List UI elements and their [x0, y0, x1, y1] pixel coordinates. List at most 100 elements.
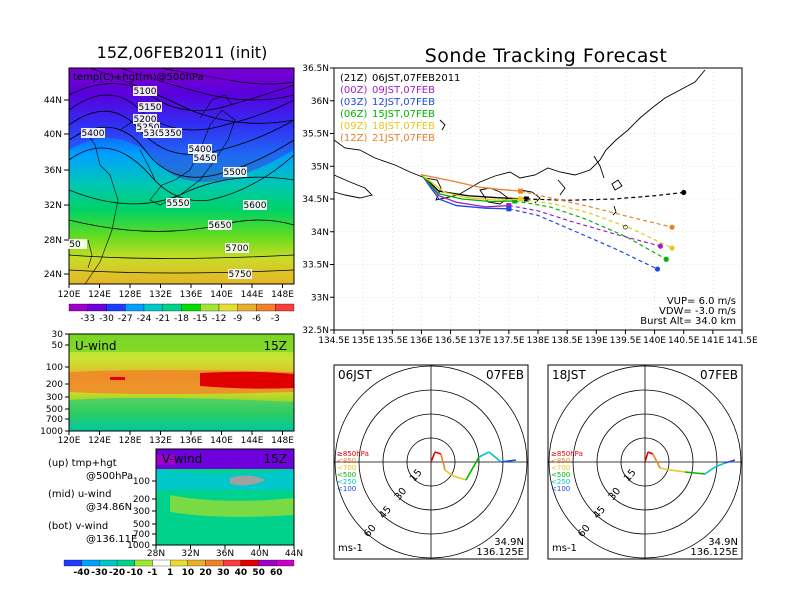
launch-time: 06JST,07FEB2011 — [372, 73, 460, 84]
hodo-trace-segment — [704, 466, 716, 475]
colorbar-swatch — [187, 559, 206, 567]
colorbar-label: -18 — [174, 314, 189, 324]
landing-point-1 — [657, 243, 664, 249]
contour-label: 5150 — [139, 103, 162, 113]
hodo-trace-segment — [465, 456, 480, 481]
hodo-unit: ms-1 — [338, 543, 363, 554]
contour-label-bg — [166, 198, 190, 208]
x-tick-label: 40N — [250, 549, 268, 559]
contour-label: 5400 — [189, 145, 212, 155]
lat-tick-label: 35N — [311, 162, 329, 172]
hodo-ring-label: 30 — [607, 486, 624, 503]
hodo-legend-item: <100 — [551, 485, 570, 493]
x-tick-label: 148E — [271, 436, 294, 446]
colorbar-label: -3 — [271, 314, 280, 324]
lat-tick-label: 33.5N — [302, 261, 329, 271]
colorbar-swatch — [205, 559, 224, 567]
forecast-parameter: VDW= -3.0 m/s — [659, 306, 736, 317]
hodo-legend-item: <250 — [337, 478, 356, 486]
launch-code: (06Z) — [340, 109, 367, 120]
colorbar-swatch — [125, 303, 145, 312]
u-wind-time: 15Z — [264, 339, 288, 353]
colorbar-label: -12 — [212, 314, 227, 324]
hodo-trace-segment — [684, 471, 706, 475]
burst-point-4 — [518, 196, 524, 202]
colorbar-swatch — [218, 303, 238, 312]
hodo-ring-label: 60 — [362, 523, 379, 540]
contour-label-bg — [136, 122, 160, 132]
colorbar-swatch — [81, 559, 100, 567]
y-tick-label: 700 — [133, 530, 150, 540]
colorbar-swatch — [170, 559, 188, 567]
temperature-map — [69, 68, 294, 284]
lon-tick-label: 136.5E — [435, 336, 467, 346]
forecast-parameter: VUP= 6.0 m/s — [667, 296, 736, 307]
hodo-trace-segment — [652, 453, 661, 469]
colorbar-swatch — [99, 559, 118, 567]
colorbar-swatch — [237, 303, 257, 312]
launch-time: 09JST,07FEB — [372, 85, 435, 96]
panel-legend: (up) tmp+hgt @500hPa (mid) u-wind @34.86N (b… — [48, 458, 137, 545]
left-map-variable-label: temp(C)+hgt(m)@500hPa — [73, 72, 204, 83]
track-dashed-4 — [520, 198, 673, 249]
lon-tick-label: 135E — [352, 336, 375, 346]
lon-tick-label: 140.5E — [668, 336, 700, 346]
colorbar-label: -15 — [193, 314, 208, 324]
wind-colorbar: -40 -30 -20 -10 -1 1 10 20 30 40 50 60 — [63, 559, 295, 578]
colorbar-swatch — [134, 559, 153, 567]
hodo-lat: 34.9N — [494, 537, 524, 548]
contour-label-bg — [138, 102, 162, 112]
colorbar-swatch — [68, 303, 88, 312]
hodo-frame — [547, 364, 743, 560]
lon-tick-label: 124E — [88, 290, 111, 300]
y-tick-label: 300 — [46, 393, 63, 403]
y-tick-label: 1000 — [127, 541, 150, 551]
launch-time: 18JST,07FEB — [372, 121, 435, 132]
launch-time: 12JST,07FEB — [372, 97, 435, 108]
track-dashed-3 — [514, 200, 667, 260]
contour-label: 5100 — [134, 87, 157, 97]
launch-code: (00Z) — [340, 85, 367, 96]
hodo-legend-item: <500 — [551, 471, 570, 479]
colorbar-label: -24 — [137, 314, 152, 324]
left-map-lon-ticks: 120E 124E 128E 132E 136E 140E 144E 148E — [58, 284, 294, 300]
hodo-legend-item: <500 — [337, 471, 356, 479]
reference-marker — [623, 224, 628, 230]
hodo-legend-item: <700 — [551, 464, 570, 472]
contour-label: 5450 — [194, 154, 217, 164]
left-map-title: 15Z,06FEB2011 (init) — [97, 43, 268, 62]
contour-label-bg — [243, 200, 267, 210]
left-map-lat-ticks: 44N 40N 36N 32N 28N 24N — [44, 96, 69, 280]
hodo-trace-segment — [488, 451, 502, 463]
burst-point-1 — [506, 203, 512, 209]
contour-label-bg — [208, 220, 232, 230]
colorbar-label: 10 — [182, 568, 195, 578]
lat-tick-label: 34N — [311, 228, 329, 238]
hodo-trace-segment — [714, 462, 726, 468]
colorbar-swatch — [116, 559, 135, 567]
track-solid-0 — [420, 174, 527, 200]
track-dashed-5 — [520, 190, 673, 228]
contour-label-bg — [158, 128, 182, 138]
lon-tick-label: 136E — [180, 290, 203, 300]
lat-tick-label: 32.5N — [302, 326, 329, 336]
colorbar-swatch — [181, 303, 201, 312]
hodo-trace-segment — [452, 475, 467, 481]
colorbar-label: 20 — [199, 568, 212, 578]
lon-tick-label: 136E — [410, 336, 433, 346]
colorbar-label: -30 — [91, 568, 107, 578]
contour-label-bg — [228, 269, 252, 279]
contour-label: 5750 — [229, 270, 252, 280]
y-tick-label: 200 — [133, 495, 150, 505]
contour-label: 50 — [69, 240, 81, 250]
hodo-ring-label: 15 — [622, 467, 639, 484]
lon-tick-label: 139.5E — [610, 336, 642, 346]
hodo-legend-item: ≥850hPa — [551, 450, 583, 458]
contour-label-bg — [133, 86, 157, 96]
lon-tick-label: 137.5E — [493, 336, 525, 346]
landing-point-2 — [654, 266, 661, 272]
hodo-ring-label: 45 — [377, 504, 394, 521]
x-tick-label: 136E — [180, 436, 203, 446]
colorbar-swatch — [143, 303, 163, 312]
